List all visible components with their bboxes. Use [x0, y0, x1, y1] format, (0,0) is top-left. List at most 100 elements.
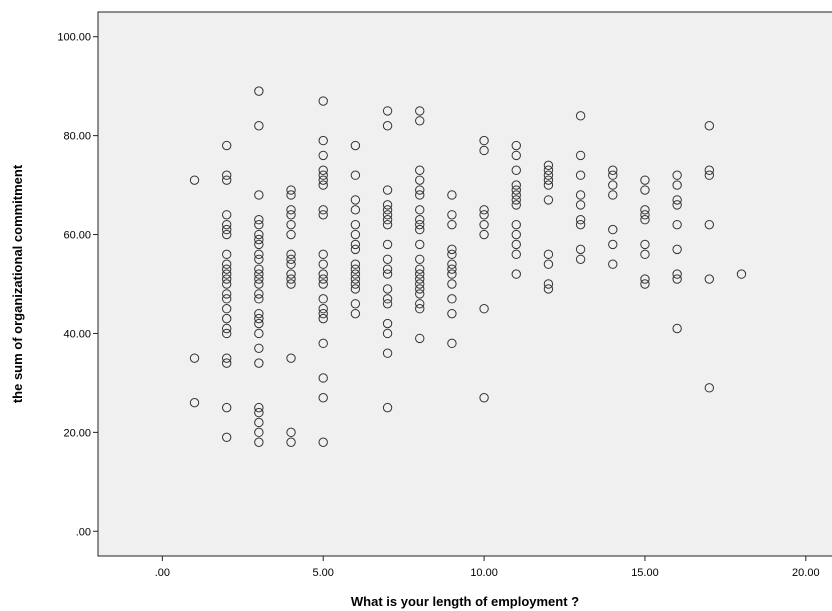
data-point [575, 111, 586, 121]
data-point [286, 437, 296, 447]
y-tick-label: 80.00 [63, 131, 91, 143]
data-point [672, 269, 682, 279]
data-point [415, 224, 425, 235]
data-points [189, 86, 747, 447]
data-point [543, 160, 554, 171]
x-tick-label: .00 [155, 567, 170, 579]
data-point [350, 299, 361, 309]
data-point [415, 304, 425, 314]
data-point [415, 116, 425, 126]
data-point [479, 393, 489, 403]
data-point [254, 402, 264, 413]
data-point [318, 96, 328, 106]
data-point [254, 318, 264, 329]
data-point [254, 229, 264, 240]
x-tick-label: 10.00 [470, 567, 498, 579]
data-point [318, 393, 328, 403]
data-point [640, 205, 650, 215]
data-point [608, 259, 618, 269]
data-point [575, 215, 586, 225]
data-point [415, 175, 425, 185]
data-point [704, 165, 715, 175]
data-point [543, 170, 554, 180]
data-point [415, 185, 425, 195]
data-point [608, 190, 618, 200]
data-point [318, 437, 328, 447]
data-point [543, 259, 554, 269]
data-point [221, 313, 232, 324]
data-point [382, 299, 393, 309]
data-point [382, 121, 393, 131]
data-point [447, 338, 457, 349]
data-point [286, 219, 296, 230]
data-point [447, 308, 457, 319]
data-point [672, 170, 682, 180]
y-tick-label: 40.00 [63, 328, 91, 340]
x-axis-title: What is your length of employment ? [351, 594, 579, 609]
data-point [350, 140, 361, 151]
y-axis-title: the sum of organizational commitment [10, 164, 25, 403]
data-point [511, 239, 521, 250]
data-point [189, 353, 200, 363]
data-point [254, 190, 264, 200]
data-point [254, 328, 264, 339]
data-point [221, 249, 232, 260]
data-point [608, 224, 618, 235]
data-point [318, 373, 328, 383]
x-tick-label: 5.00 [313, 567, 334, 579]
data-point [575, 244, 586, 255]
data-point [318, 269, 328, 279]
data-point [415, 165, 425, 175]
data-point [415, 215, 425, 225]
data-point [543, 284, 554, 294]
data-point [511, 269, 521, 279]
data-point [479, 210, 489, 220]
data-point [254, 289, 264, 299]
data-point [640, 249, 650, 260]
data-point [543, 175, 554, 185]
data-point [318, 135, 328, 146]
data-point [254, 407, 264, 418]
data-point [350, 269, 361, 279]
data-point [415, 269, 425, 279]
data-point [479, 304, 489, 314]
data-point [382, 318, 393, 329]
data-point [350, 219, 361, 230]
data-point [254, 249, 264, 260]
data-point [254, 308, 264, 319]
data-point [640, 215, 650, 225]
data-point [254, 254, 264, 264]
data-point [286, 249, 296, 260]
data-point [382, 205, 393, 215]
data-point [415, 264, 425, 274]
data-point [672, 219, 682, 230]
data-point [318, 294, 328, 304]
data-point [672, 180, 682, 190]
data-point [286, 353, 296, 363]
data-point [511, 150, 521, 161]
axis-ticks: .00 20.00 40.00 60.00 80.00 100.00 .00 5.00 10.0… [57, 32, 819, 579]
data-point [511, 165, 521, 175]
data-point [221, 264, 232, 274]
data-point [318, 304, 328, 314]
data-point [350, 284, 361, 294]
data-point [575, 219, 586, 230]
data-point [221, 402, 232, 413]
data-point [318, 274, 328, 284]
data-point [447, 279, 457, 289]
data-point [286, 427, 296, 438]
data-point [447, 259, 457, 269]
data-point [479, 229, 489, 240]
data-point [415, 219, 425, 230]
data-point [415, 106, 425, 116]
data-point [511, 190, 521, 200]
data-point [511, 219, 521, 230]
data-point [318, 313, 328, 324]
data-point [318, 205, 328, 215]
data-point [318, 150, 328, 161]
data-point [254, 86, 264, 96]
data-point [415, 284, 425, 294]
data-point [415, 274, 425, 284]
data-point [254, 343, 264, 353]
data-point [221, 358, 232, 368]
